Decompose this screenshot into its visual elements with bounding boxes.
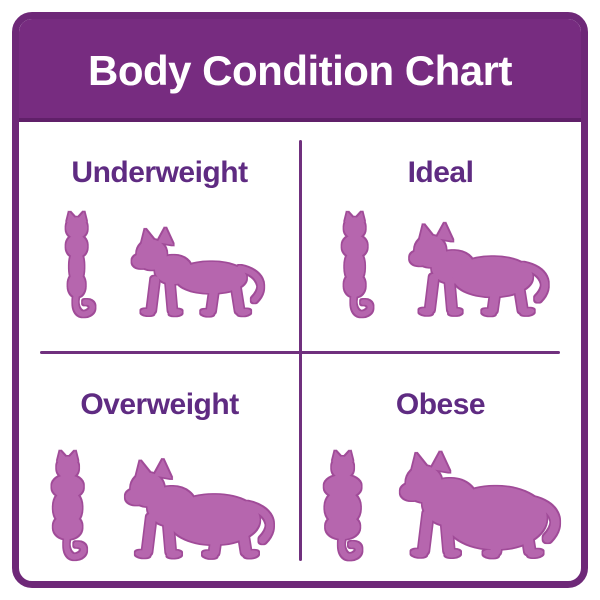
quadrant-obese: Obese [300, 352, 581, 581]
quadrant-label-overweight: Overweight [80, 388, 239, 421]
cat-side-view-icon [121, 224, 270, 322]
cat-top-view-icon [39, 449, 96, 565]
cat-illustrations [49, 210, 269, 322]
cat-side-view-icon [387, 447, 566, 565]
cat-illustrations [39, 449, 280, 565]
quadrant-overweight: Overweight [19, 352, 300, 581]
quadrant-label-ideal: Ideal [407, 156, 474, 189]
cat-illustrations [314, 447, 567, 565]
cat-illustrations [327, 210, 555, 322]
chart-body: Underweight Ideal Overweight [19, 122, 581, 581]
chart-title: Body Condition Chart [88, 46, 512, 94]
quadrant-label-obese: Obese [395, 388, 486, 421]
quadrant-underweight: Underweight [19, 122, 300, 352]
vertical-divider [298, 140, 302, 561]
cat-top-view-icon [327, 210, 382, 322]
chart-header: Body Condition Chart [19, 19, 581, 122]
quadrant-label-underweight: Underweight [71, 156, 248, 189]
quadrant-ideal: Ideal [300, 122, 581, 352]
cat-top-view-icon [49, 210, 104, 322]
cat-top-view-icon [314, 449, 371, 565]
cat-side-view-icon [398, 219, 555, 322]
chart-card: Body Condition Chart Underweight Ideal [12, 12, 588, 588]
cat-side-view-icon [113, 455, 280, 565]
horizontal-divider [40, 351, 560, 354]
